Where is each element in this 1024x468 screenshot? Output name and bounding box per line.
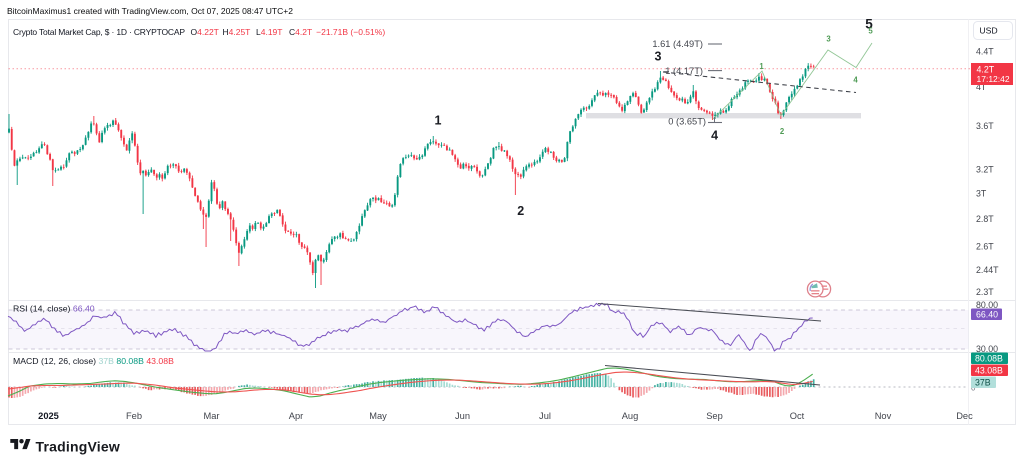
svg-text:RSI (14, close) 66.40: RSI (14, close) 66.40	[13, 304, 95, 314]
svg-text:Mar: Mar	[203, 411, 219, 421]
svg-text:30.00: 30.00	[976, 344, 998, 354]
svg-text:2.6T: 2.6T	[976, 242, 994, 252]
svg-text:4.4T: 4.4T	[976, 47, 994, 57]
svg-text:43.08B: 43.08B	[975, 366, 1003, 376]
svg-text:Jul: Jul	[539, 411, 551, 421]
svg-text:2.44T: 2.44T	[976, 265, 999, 275]
svg-text:1: 1	[759, 62, 764, 71]
svg-text:MACD (12, 26, close) 37B 80.08: MACD (12, 26, close) 37B 80.08B 43.08B	[13, 356, 174, 366]
svg-text:3.2T: 3.2T	[976, 165, 994, 175]
svg-text:80.08B: 80.08B	[975, 354, 1003, 364]
svg-text:80.00: 80.00	[976, 300, 998, 310]
svg-text:37B: 37B	[975, 378, 991, 388]
svg-text:4: 4	[853, 76, 858, 85]
svg-text:2: 2	[517, 204, 524, 218]
svg-text:Dec: Dec	[956, 411, 973, 421]
svg-text:66.40: 66.40	[976, 310, 998, 320]
svg-text:4.2T: 4.2T	[977, 65, 995, 75]
svg-text:17:12:42: 17:12:42	[977, 74, 1010, 84]
svg-text:BitcoinMaximus1 created with T: BitcoinMaximus1 created with TradingView…	[7, 6, 293, 16]
svg-text:5: 5	[868, 27, 873, 36]
svg-text:0 (3.65T): 0 (3.65T)	[668, 117, 706, 127]
svg-text:1: 1	[435, 114, 442, 128]
svg-text:4T: 4T	[976, 82, 987, 92]
svg-text:TradingView: TradingView	[36, 439, 120, 455]
svg-text:4: 4	[711, 129, 718, 143]
svg-text:3T: 3T	[976, 189, 987, 199]
svg-text:5: 5	[865, 17, 873, 32]
svg-text:Aug: Aug	[622, 411, 639, 421]
svg-text:3: 3	[826, 35, 831, 44]
svg-text:2025: 2025	[38, 411, 59, 421]
svg-text:Oct: Oct	[790, 411, 805, 421]
svg-text:2.8T: 2.8T	[976, 214, 994, 224]
svg-text:USD: USD	[979, 26, 997, 36]
svg-text:1 (4.17T): 1 (4.17T)	[665, 66, 703, 76]
svg-text:Feb: Feb	[126, 411, 142, 421]
svg-text:Apr: Apr	[289, 411, 303, 421]
svg-text:2: 2	[780, 127, 785, 136]
svg-text:May: May	[369, 411, 387, 421]
svg-text:2.3T: 2.3T	[976, 287, 994, 297]
svg-text:3: 3	[655, 50, 662, 64]
svg-text:Nov: Nov	[875, 411, 892, 421]
svg-text:Sep: Sep	[706, 411, 723, 421]
svg-text:3.6T: 3.6T	[976, 121, 994, 131]
svg-text:1.61 (4.49T): 1.61 (4.49T)	[652, 39, 703, 49]
svg-text:Jun: Jun	[455, 411, 470, 421]
svg-text:Crypto Total Market Cap, $ · 1: Crypto Total Market Cap, $ · 1D · CRYPTO…	[13, 27, 185, 37]
